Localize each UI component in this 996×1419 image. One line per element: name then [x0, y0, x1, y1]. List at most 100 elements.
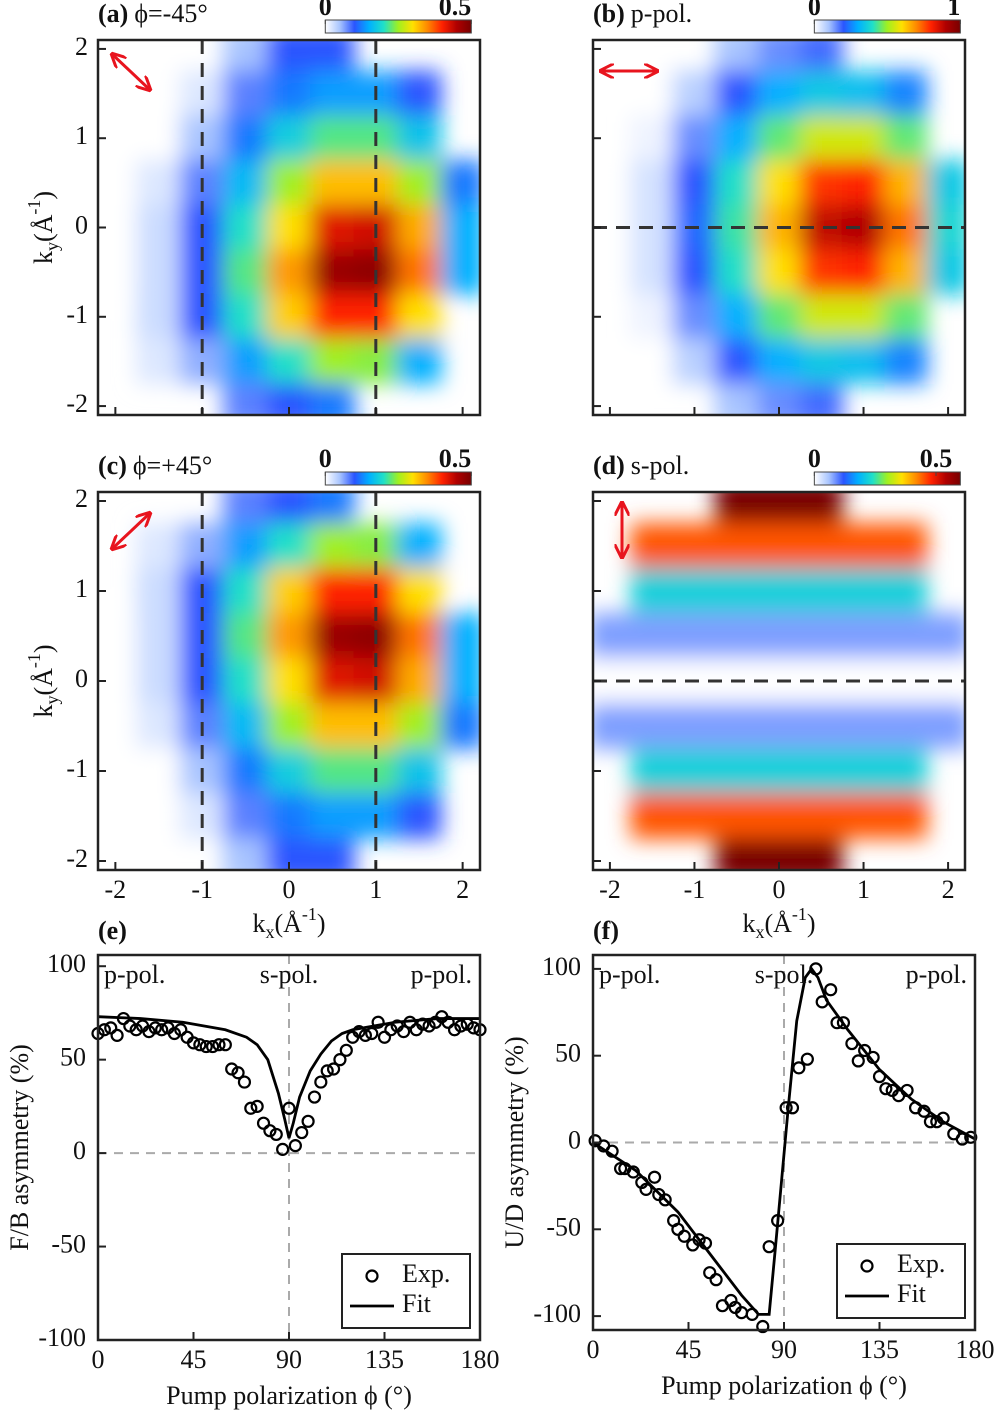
data-point	[326, 1062, 341, 1076]
data-point	[792, 1061, 806, 1075]
data-point	[225, 1062, 239, 1076]
heatmap-cell	[715, 293, 759, 340]
heatmap-cell	[757, 40, 801, 72]
heatmap	[593, 40, 965, 415]
colorbar-tick-label: 1	[947, 0, 960, 21]
heatmap-cell	[715, 703, 759, 749]
heatmap-cell	[223, 204, 268, 251]
heatmap-cell	[397, 793, 442, 839]
data-point	[218, 1038, 232, 1052]
heatmap-cell	[672, 249, 717, 295]
data-point	[256, 1116, 271, 1130]
data-point	[155, 1023, 169, 1037]
arrow	[113, 55, 149, 89]
data-point	[250, 1099, 264, 1113]
panel-label: (b)	[593, 0, 625, 28]
heatmap-cell	[841, 249, 886, 295]
heatmap-cell	[136, 115, 181, 162]
heatmap-cells	[98, 492, 480, 870]
data-point	[269, 1127, 283, 1142]
heatmap-cell	[630, 523, 674, 569]
heatmap-cell	[630, 613, 674, 659]
y-tick-label: -1	[66, 300, 88, 329]
heatmap-cell	[715, 613, 759, 659]
data-point	[692, 1233, 706, 1247]
heatmap-cell	[310, 383, 355, 415]
annotation: p-pol.	[104, 960, 165, 989]
data-point	[858, 1043, 872, 1058]
heatmap-cell	[841, 568, 886, 614]
heatmap-cell	[397, 568, 442, 614]
heatmap-cell	[799, 70, 843, 117]
heatmap-cell	[841, 748, 886, 794]
axis-label: kx(Å-1)	[742, 904, 815, 942]
x-tick-label: 90	[276, 1345, 302, 1374]
colorbar-tick-label: 0	[808, 444, 821, 473]
panel-label: (a)	[98, 0, 128, 28]
axis-label-part: (Å	[29, 214, 58, 242]
heatmap-cells	[98, 40, 480, 415]
y-tick-label: -1	[66, 754, 88, 783]
panel-title: (c) ϕ=+45°	[98, 451, 212, 480]
heatmap-cell	[799, 838, 843, 870]
data-point	[333, 1053, 347, 1067]
data-point	[295, 1125, 309, 1140]
heatmap-cell	[672, 523, 717, 569]
heatmap-cell	[799, 793, 843, 839]
data-point	[613, 1161, 628, 1176]
heatmap-cell	[926, 703, 965, 749]
heatmap-cell	[266, 160, 312, 206]
legend-label: Fit	[402, 1289, 432, 1318]
heatmap-cell	[266, 748, 312, 794]
heatmap-cell	[223, 115, 268, 162]
heatmap-cell	[593, 703, 632, 749]
data-point	[199, 1039, 213, 1054]
heatmap-cell	[799, 703, 843, 749]
heatmap-cell	[715, 492, 759, 524]
y-tick-label: 2	[75, 32, 88, 61]
heatmap-cell	[630, 568, 674, 614]
polarization-arrows	[113, 55, 656, 556]
y-tick-label: -2	[66, 844, 88, 873]
annotation: s-pol.	[755, 960, 814, 989]
heatmap-cell	[223, 568, 268, 614]
heatmap-cell	[841, 115, 886, 162]
data-point	[288, 1139, 302, 1153]
heatmap-cell	[926, 613, 965, 659]
heatmap-cell	[799, 523, 843, 569]
y-axis-label: F/B asymmetry (%)	[5, 1044, 34, 1251]
data-point	[174, 1023, 188, 1037]
panel-label: (f)	[593, 916, 619, 945]
heatmap-cell	[310, 658, 355, 704]
heatmap-cell	[223, 160, 268, 206]
heatmap-cell	[266, 568, 312, 614]
heatmap-cell	[266, 492, 312, 524]
heatmap-cell	[757, 383, 801, 415]
heatmap-cell	[310, 160, 355, 206]
heatmap-cell	[223, 793, 268, 839]
data-point	[301, 1114, 315, 1128]
heatmap-cell	[884, 613, 928, 659]
axis-label-part: (Å	[29, 668, 58, 696]
heatmap-cell	[715, 70, 759, 117]
y-tick-label: 50	[60, 1043, 86, 1072]
heatmap-cell	[841, 793, 886, 839]
heatmap-cell	[593, 249, 632, 295]
heatmap-cell	[757, 249, 801, 295]
heatmap-cell	[136, 658, 181, 704]
heatmap	[98, 492, 480, 870]
data-point	[756, 1319, 770, 1334]
heatmap-cell	[715, 383, 759, 415]
data-point	[454, 1019, 468, 1033]
panel-title-text: ϕ=+45°	[133, 451, 212, 480]
data-point	[123, 1019, 137, 1033]
data-point	[352, 1025, 366, 1039]
heatmap-cell	[440, 703, 480, 749]
heatmap-cell	[223, 748, 268, 794]
legend-box	[836, 1243, 966, 1319]
legend-label: Fit	[897, 1279, 927, 1308]
heatmap-cell	[310, 40, 355, 72]
heatmap-cell	[593, 613, 632, 659]
y-tick-label: 0	[568, 1125, 581, 1154]
